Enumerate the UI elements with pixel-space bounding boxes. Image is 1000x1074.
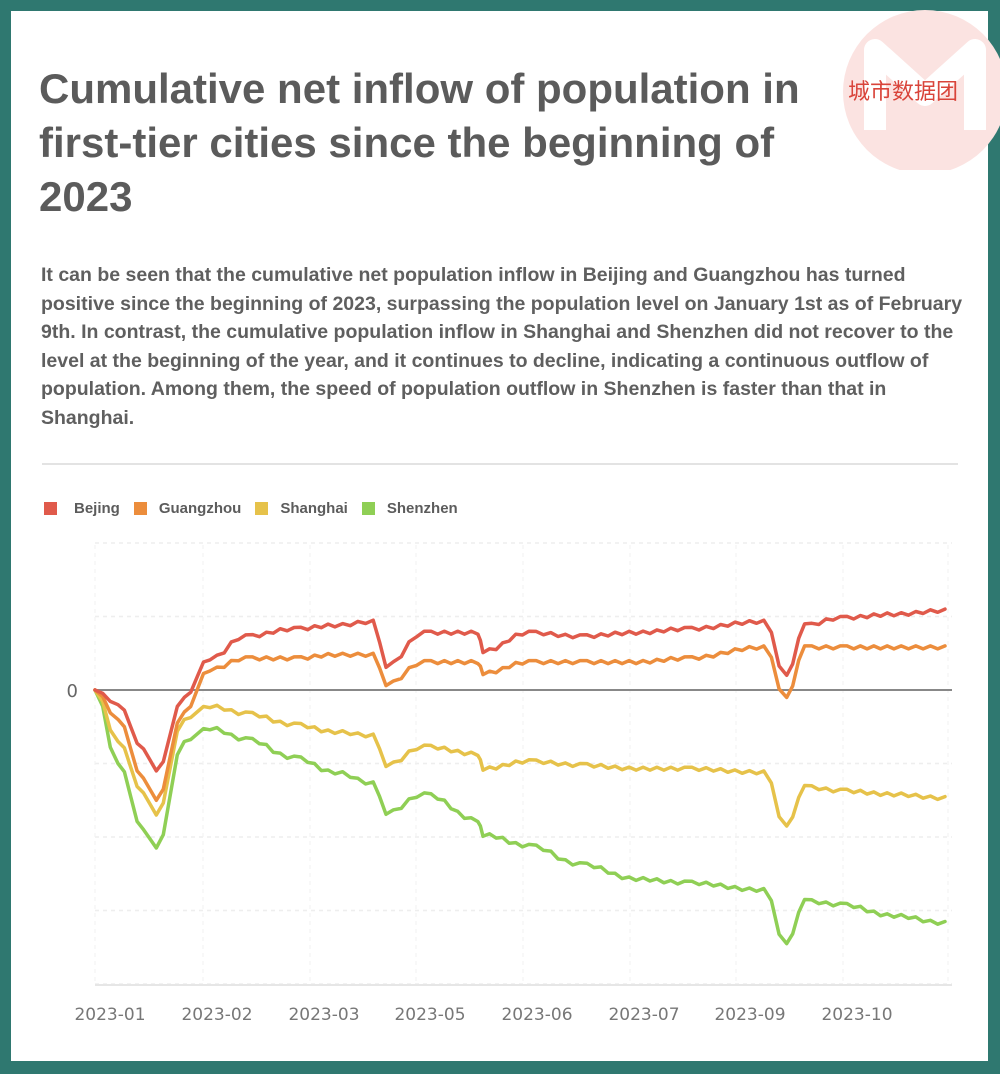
x-tick-label: 2023-01 — [74, 1005, 145, 1025]
x-tick-label: 2023-03 — [288, 1005, 359, 1025]
legend-item-guangzhou[interactable]: Guangzhou — [133, 500, 242, 517]
x-tick-label: 2023-05 — [394, 1005, 465, 1025]
legend-label: Shenzhen — [386, 500, 458, 517]
y-tick-zero: 0 — [67, 681, 78, 702]
x-tick-label: 2023-06 — [501, 1005, 572, 1025]
legend-item-shanghai[interactable]: Shanghai — [255, 500, 348, 517]
legend-swatch-icon — [255, 502, 269, 515]
legend-item-shenzhen[interactable]: Shenzhen — [361, 500, 458, 517]
page-title: Cumulative net inflow of population in f… — [39, 65, 800, 220]
x-tick-label: 2023-07 — [608, 1005, 679, 1025]
legend-swatch-icon — [44, 502, 57, 515]
series-line-shenzhen — [93, 688, 947, 946]
chart-description: It can be seen that the cumulative net p… — [41, 264, 963, 429]
series-line-shanghai — [93, 688, 947, 828]
series-line-guangzhou — [93, 644, 947, 803]
legend-swatch-icon — [133, 502, 147, 515]
legend-swatch-icon — [361, 502, 375, 515]
legend-item-beijing[interactable]: Bejing — [44, 500, 120, 517]
watermark-logo-icon — [843, 10, 1000, 170]
x-tick-label: 2023-09 — [714, 1005, 785, 1025]
x-tick-label: 2023-02 — [181, 1005, 252, 1025]
chart-card — [11, 11, 988, 1061]
legend-label: Bejing — [74, 500, 120, 517]
divider — [42, 463, 958, 465]
chart-series — [93, 607, 947, 946]
legend-label: Guangzhou — [158, 500, 242, 517]
watermark-logo-text: 城市数据团 — [848, 80, 959, 105]
series-line-bejing — [93, 607, 947, 773]
legend-label: Shanghai — [280, 500, 348, 517]
chart-legend: Bejing Guangzhou Shanghai Shenzhen — [44, 500, 472, 517]
x-axis-labels: 2023-01 2023-02 2023-03 2023-05 2023-06 2023-… — [74, 1005, 892, 1025]
chart-grid — [94, 542, 952, 986]
x-tick-label: 2023-10 — [821, 1005, 892, 1025]
